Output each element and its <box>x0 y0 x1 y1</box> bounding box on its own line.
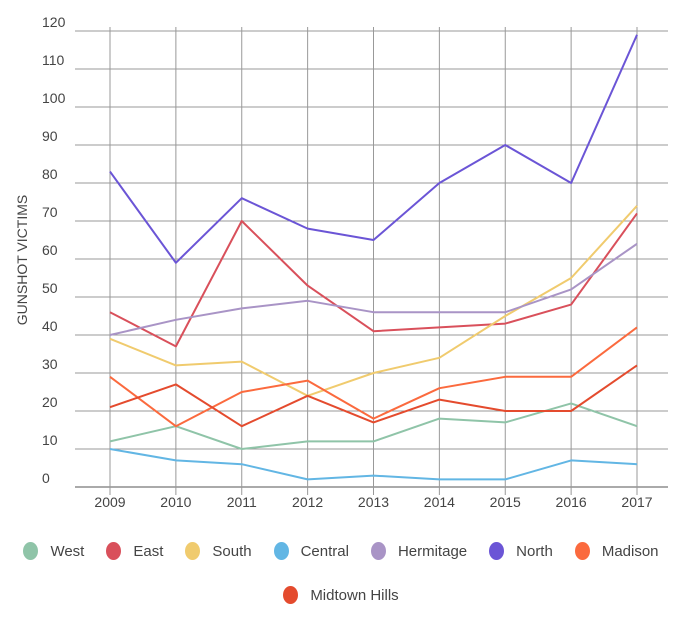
legend-swatch-icon <box>23 542 39 560</box>
series-lines <box>109 34 638 481</box>
y-tick-label: 80 <box>42 166 58 182</box>
x-tick-label: 2016 <box>556 494 587 510</box>
legend-swatch-icon <box>489 542 505 560</box>
series-line-midtown-hills <box>109 364 638 428</box>
legend-item[interactable]: Central <box>273 542 349 560</box>
y-tick-label: 120 <box>42 14 66 30</box>
y-tick-label: 50 <box>42 280 58 296</box>
y-tick-label: 30 <box>42 356 58 372</box>
series-line-north <box>109 34 638 264</box>
x-tick-label: 2013 <box>358 494 389 510</box>
x-tick-label: 2011 <box>227 494 257 510</box>
y-axis-label: GUNSHOT VICTIMS <box>14 195 30 325</box>
legend: West East South Central Hermitage North Madiso… <box>0 542 682 560</box>
legend-label: North <box>516 542 553 560</box>
legend-swatch-icon <box>283 586 299 604</box>
x-tick-labels: 2009 2010 2011 2012 2013 2014 2015 2016 2017 <box>94 494 652 510</box>
legend-label: South <box>212 542 252 560</box>
legend-item[interactable]: North <box>489 542 553 560</box>
legend-item[interactable]: Madison <box>574 542 659 560</box>
legend-swatch-icon <box>106 542 122 560</box>
legend-label: Midtown Hills <box>310 586 399 604</box>
legend-swatch-icon <box>574 542 590 560</box>
y-tick-label: 60 <box>42 242 58 258</box>
series-line-west <box>109 402 638 450</box>
legend-swatch-icon <box>273 542 289 560</box>
x-tick-label: 2015 <box>490 494 521 510</box>
legend-label: West <box>50 542 85 560</box>
series-line-hermitage <box>109 242 638 336</box>
grid <box>75 27 668 495</box>
y-tick-label: 100 <box>42 90 66 106</box>
legend-label: Hermitage <box>397 542 468 560</box>
y-tick-label: 0 <box>42 470 50 486</box>
y-tick-label: 40 <box>42 318 58 334</box>
series-line-madison <box>109 326 638 428</box>
legend-row-2: Midtown Hills <box>0 586 682 604</box>
y-tick-label: 110 <box>42 52 65 68</box>
series-line-south <box>109 205 638 397</box>
y-tick-label: 70 <box>42 204 58 220</box>
legend-label: Central <box>300 542 349 560</box>
y-tick-labels: 0 10 20 30 40 50 60 70 80 90 100 110 120 <box>42 14 66 486</box>
legend-swatch-icon <box>370 542 386 560</box>
x-tick-label: 2010 <box>160 494 191 510</box>
y-tick-label: 90 <box>42 128 58 144</box>
series-line-central <box>109 448 638 481</box>
line-chart: 0 10 20 30 40 50 60 70 80 90 100 110 120 2009 2010 201… <box>14 14 668 510</box>
legend-item[interactable]: South <box>185 542 252 560</box>
legend-item[interactable]: Hermitage <box>370 542 468 560</box>
series-line-east <box>109 212 638 348</box>
x-tick-label: 2017 <box>621 494 652 510</box>
legend-item[interactable]: East <box>106 542 163 560</box>
legend-swatch-icon <box>185 542 201 560</box>
x-tick-label: 2012 <box>292 494 323 510</box>
legend-item[interactable]: West <box>23 542 84 560</box>
legend-label: East <box>133 542 164 560</box>
y-tick-label: 20 <box>42 394 58 410</box>
x-tick-label: 2014 <box>424 494 455 510</box>
legend-label: Madison <box>601 542 659 560</box>
legend-item[interactable]: Midtown Hills <box>283 586 399 604</box>
x-tick-label: 2009 <box>94 494 125 510</box>
y-tick-label: 10 <box>42 432 58 448</box>
